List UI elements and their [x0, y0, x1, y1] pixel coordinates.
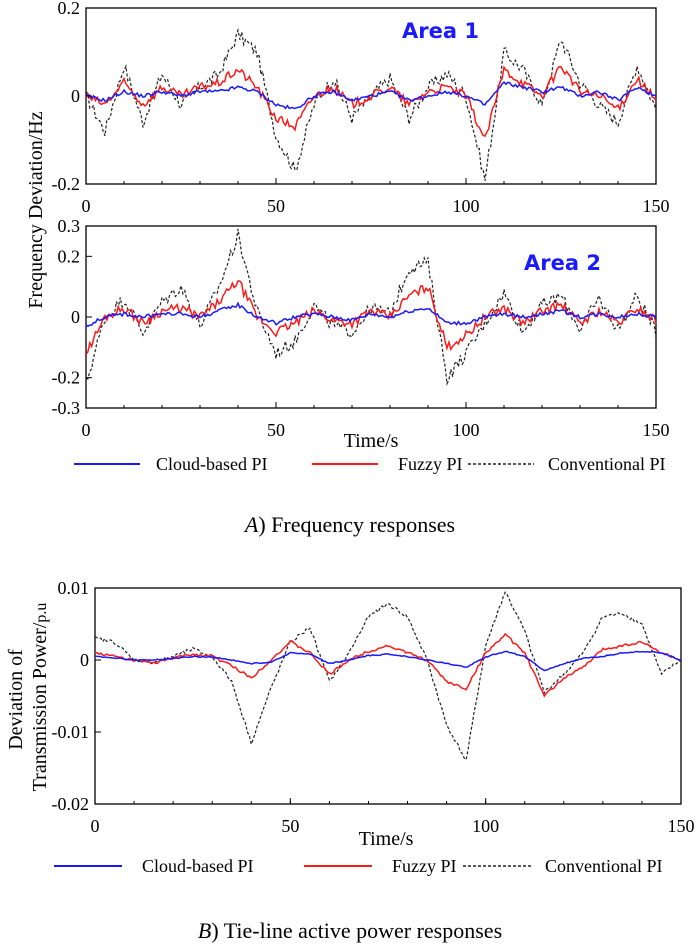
legend-b-cloud-label: Cloud-based PI	[142, 856, 254, 876]
area2-ytick-label: 0.2	[58, 246, 81, 266]
area1-panel: 0.20-0.20 50 100 150 Area 1	[52, 0, 670, 216]
tieline-series-fuzzy	[94, 632, 682, 698]
area2-xtick-label: 50	[267, 420, 285, 440]
area2-ytick-label: 0.3	[58, 216, 81, 236]
legend-b-conventional-label: Conventional PI	[545, 856, 663, 876]
caption-a-letter: A	[243, 512, 259, 537]
caption-b-text: ) Tie-line active power responses	[211, 918, 502, 943]
area1-xtick-label: 100	[453, 196, 480, 216]
legend-a-fuzzy-label: Fuzzy PI	[398, 454, 463, 474]
area2-series-cloud	[85, 301, 657, 328]
legend-a: Cloud-based PI Fuzzy PI Conventional PI	[74, 454, 666, 474]
tieline-ylabel-line2-text: Transmission Power/	[29, 622, 51, 791]
tieline-xtick-label: 100	[472, 816, 499, 836]
caption-b-letter: B	[198, 918, 211, 943]
tieline-ytick-label: 0.01	[58, 578, 90, 598]
tieline-ylabel-unit: p.u	[33, 603, 50, 623]
frequency-ylabel: Frequency Deviation/Hz	[25, 111, 47, 308]
tieline-ylabel-line1: Deviation of	[5, 649, 27, 750]
tieline-ylabel-line2: Transmission Power/p.u	[29, 603, 51, 792]
legend-a-conventional-label: Conventional PI	[548, 454, 666, 474]
tieline-series-cloud	[94, 650, 682, 672]
tieline-ytick-label: 0	[80, 650, 89, 670]
caption-a-text: ) Frequency responses	[258, 512, 455, 537]
area1-series-conventional	[85, 27, 657, 181]
caption-b: B) Tie-line active power responses	[198, 918, 502, 943]
area2-panel: 0.30.20-0.2-0.30 50 100 150 Area 2	[52, 216, 670, 440]
legend-a-cloud-label: Cloud-based PI	[156, 454, 268, 474]
tieline-xlabel: Time/s	[359, 828, 414, 850]
area1-xtick-label: 0	[82, 196, 91, 216]
area2-title: Area 2	[524, 251, 601, 275]
tieline-xtick-label: 150	[668, 816, 695, 836]
tieline-xtick-label: 0	[91, 816, 100, 836]
area2-xtick-label: 0	[82, 420, 91, 440]
area2-series-fuzzy	[85, 280, 657, 355]
area1-ytick-label: -0.2	[52, 174, 81, 194]
area2-ytick-label: -0.3	[52, 398, 81, 418]
area2-ytick-label: -0.2	[52, 368, 81, 388]
tieline-panel: 0.010-0.01-0.020 50 100 150	[52, 578, 695, 836]
tieline-series-conventional	[94, 591, 682, 761]
tieline-plot-frame	[94, 587, 682, 805]
area1-series-cloud	[85, 81, 657, 110]
area2-xtick-label: 150	[643, 420, 670, 440]
area1-xtick-label: 150	[643, 196, 670, 216]
area2-xtick-label: 100	[453, 420, 480, 440]
area2-ytick-label: 0	[71, 307, 80, 327]
caption-a: A) Frequency responses	[243, 512, 455, 537]
legend-b-fuzzy-label: Fuzzy PI	[392, 856, 457, 876]
tieline-ylabel: Deviation of Transmission Power/p.u	[5, 603, 51, 792]
tieline-xtick-label: 50	[281, 816, 299, 836]
area1-title: Area 1	[402, 19, 479, 43]
area2-xlabel: Time/s	[344, 430, 399, 452]
area1-xtick-label: 50	[267, 196, 285, 216]
tieline-ytick-label: -0.02	[52, 794, 90, 814]
area1-ytick-label: 0	[71, 86, 80, 106]
legend-b: Cloud-based PI Fuzzy PI Conventional PI	[54, 856, 663, 876]
area1-ytick-label: 0.2	[58, 0, 81, 18]
area1-series-fuzzy	[85, 65, 657, 138]
tieline-ytick-label: -0.01	[52, 722, 90, 742]
